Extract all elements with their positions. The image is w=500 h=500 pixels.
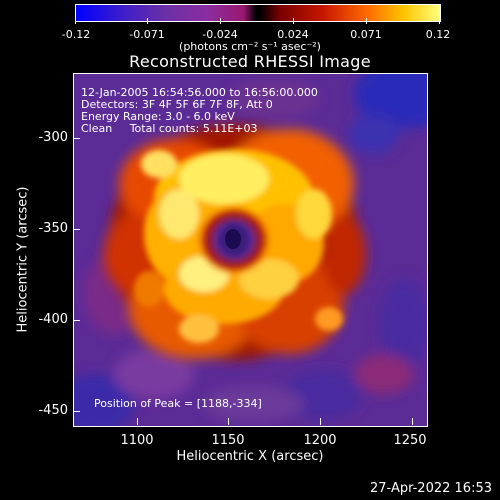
colorbar-tick-label: 0.071 xyxy=(350,28,382,41)
colorbar-unit: (photons cm⁻² s⁻¹ asec⁻²) xyxy=(179,40,321,53)
plot-title: Reconstructed RHESSI Image xyxy=(129,52,371,71)
y-tick-label: -450 xyxy=(38,403,68,418)
colorbar-tick-label: -0.024 xyxy=(202,28,238,41)
colorbar-tick-label: 0.024 xyxy=(277,28,309,41)
x-tick-label: 1250 xyxy=(393,433,427,448)
x-tick-label: 1200 xyxy=(303,433,337,448)
y-tick-mark xyxy=(73,229,80,230)
colorbar-tick xyxy=(293,18,294,24)
x-tick-label: 1150 xyxy=(211,433,245,448)
colorbar-tick-label: 0.12 xyxy=(425,28,451,41)
x-tick-mark xyxy=(228,418,229,425)
y-tick-label: -400 xyxy=(38,312,68,327)
peak-position-text: Position of Peak = [1188,-334] xyxy=(94,397,262,410)
image-canvas xyxy=(74,74,427,426)
x-axis-label: Heliocentric X (arcsec) xyxy=(176,449,324,464)
x-tick-mark xyxy=(320,418,321,425)
x-tick-mark xyxy=(137,418,138,425)
timestamp: 27-Apr-2022 16:53 xyxy=(370,481,492,496)
time-range-text: 12-Jan-2005 16:54:56.000 to 16:56:00.000 xyxy=(81,86,318,99)
x-tick-label: 1100 xyxy=(120,433,154,448)
colorbar xyxy=(75,4,441,22)
energy-range-text: Energy Range: 3.0 - 6.0 keV xyxy=(81,110,235,123)
y-tick-mark xyxy=(73,138,80,139)
colorbar-tick xyxy=(75,18,76,24)
detectors-text: Detectors: 3F 4F 5F 6F 7F 8F, Att 0 xyxy=(81,98,273,111)
y-tick-mark xyxy=(73,411,80,412)
colorbar-tick-label: -0.12 xyxy=(61,28,91,41)
x-tick-mark xyxy=(412,418,413,425)
colorbar-tick xyxy=(220,18,221,24)
colorbar-tick xyxy=(147,18,148,24)
y-tick-label: -300 xyxy=(38,130,68,145)
colorbar-tick xyxy=(366,18,367,24)
y-tick-mark xyxy=(73,320,80,321)
rhessi-image: 12-Jan-2005 16:54:56.000 to 16:56:00.000… xyxy=(73,73,428,427)
clean-counts-text: Clean Total counts: 5.11E+03 xyxy=(81,122,258,135)
y-tick-label: -350 xyxy=(38,221,68,236)
colorbar-tick-label: -0.071 xyxy=(129,28,165,41)
colorbar-tick xyxy=(439,18,440,24)
y-axis-label: Heliocentric Y (arcsec) xyxy=(15,186,31,333)
